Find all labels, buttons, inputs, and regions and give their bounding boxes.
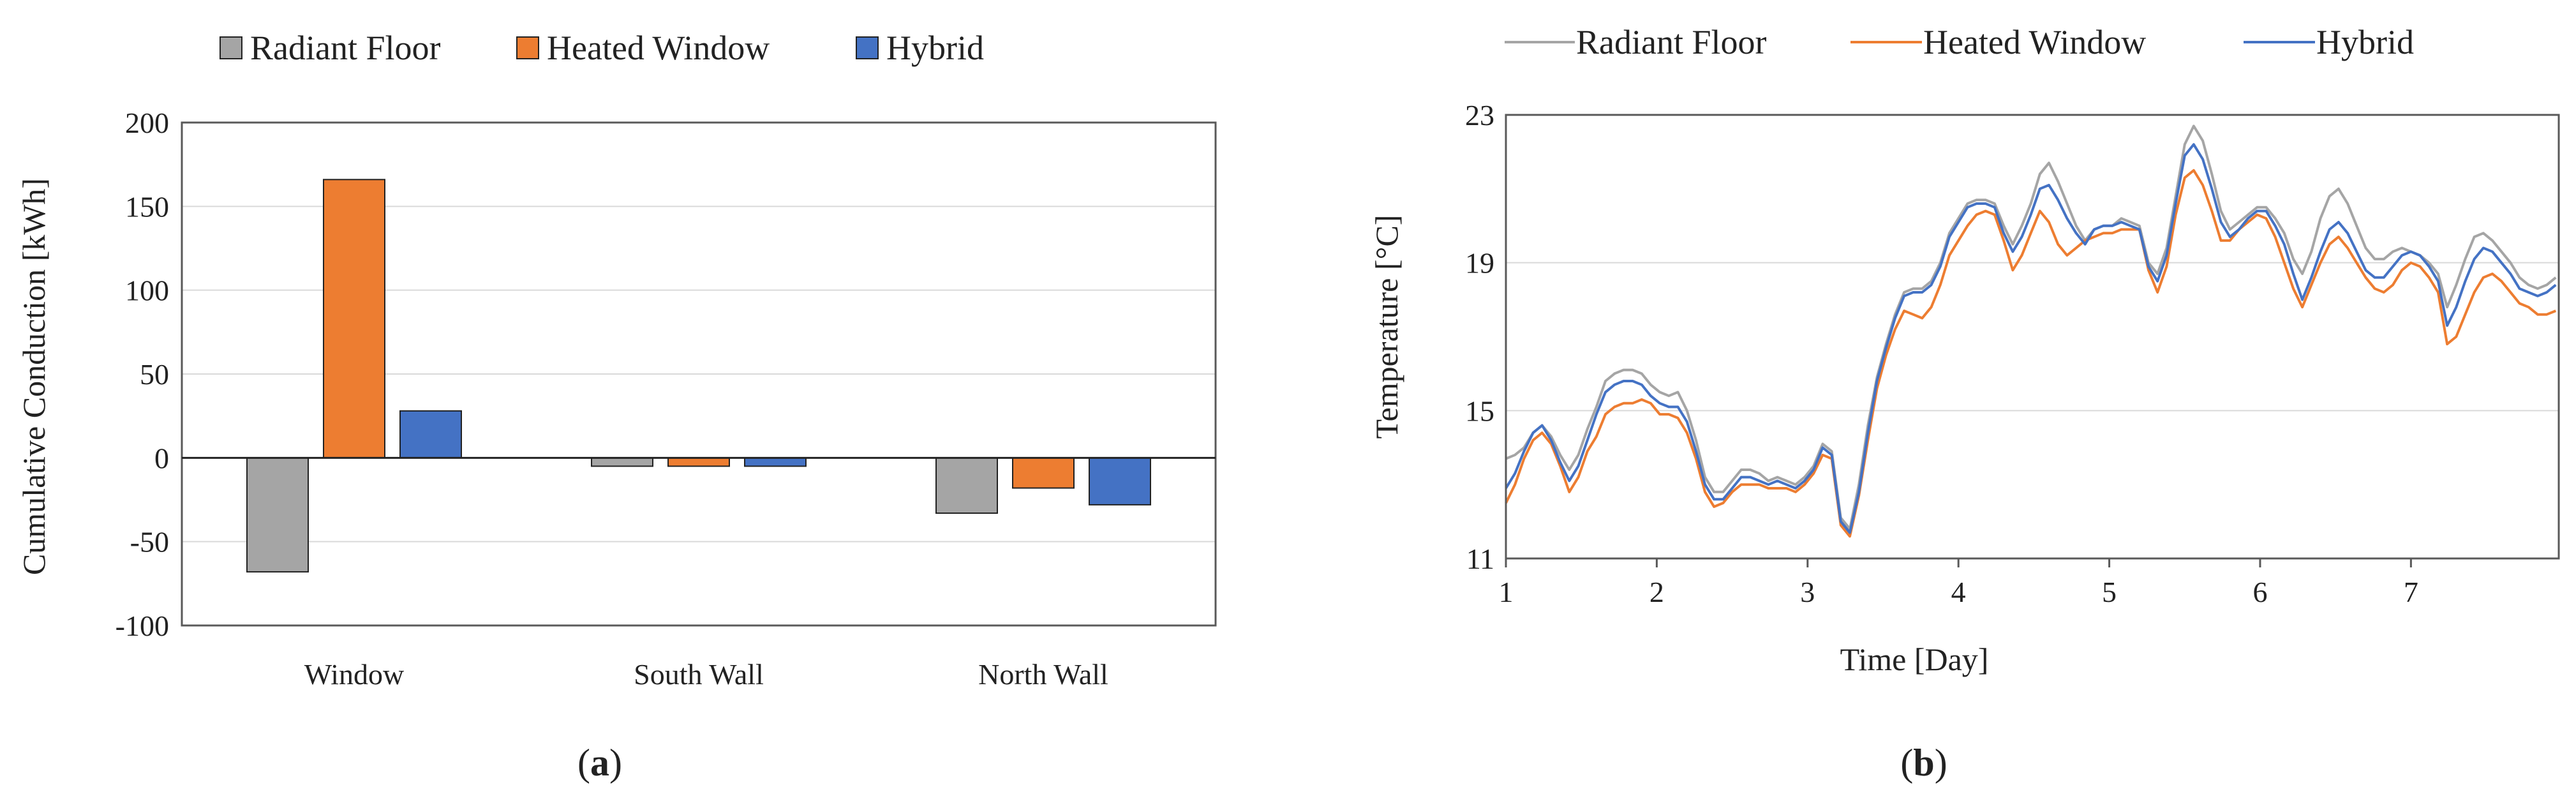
y-tick-label: 50	[140, 358, 169, 391]
bar-radiant-floor	[246, 457, 309, 573]
panel-label-b: (b)	[1900, 742, 1947, 784]
bar-chart-x-tick-labels: Window South Wall North Wall	[304, 658, 1108, 691]
x-tick-label: 2	[1649, 576, 1664, 608]
plot-area-border	[181, 121, 1217, 627]
y-tick-label: 0	[154, 442, 169, 474]
series-line-radiant-floor	[1505, 124, 2557, 530]
bar-hybrid	[399, 410, 462, 459]
bar-radiant-floor	[935, 457, 998, 514]
bar-radiant-floor	[591, 457, 653, 467]
bar-chart-bars	[246, 179, 1151, 573]
x-tick-label: Window	[304, 658, 405, 691]
legend-item-hybrid: Hybrid	[856, 29, 984, 67]
bar-chart-legend: Radiant Floor Heated Window Hybrid	[220, 29, 984, 67]
y-tick-label: 19	[1465, 247, 1494, 280]
bar-chart-y-axis-title: Cumulative Conduction [kWh]	[16, 178, 52, 575]
series-line-heated-window	[1505, 168, 2557, 538]
line-chart-series	[1505, 124, 2557, 538]
y-tick-label: 200	[125, 107, 169, 139]
bar-heated-window	[1012, 457, 1075, 489]
x-tick-label: 6	[2252, 576, 2267, 608]
x-tick-label: 4	[1951, 576, 1966, 608]
legend-item-radiant-floor: Radiant Floor	[220, 29, 440, 67]
legend-item-radiant-floor: Radiant Floor	[1505, 23, 1766, 61]
bar-heated-window	[323, 179, 385, 459]
y-tick-label: 23	[1465, 99, 1494, 131]
line-chart-axes	[1505, 114, 2560, 567]
legend-swatch-heated-window	[516, 36, 539, 59]
bar-hybrid	[744, 457, 807, 467]
legend-label-hybrid: Hybrid	[886, 29, 984, 67]
series-line-hybrid	[1505, 143, 2557, 534]
line-chart-x-tick-labels: 1 2 3 4 5 6 7	[1499, 576, 2418, 608]
y-tick-label: 150	[125, 190, 169, 223]
x-tick-label: North Wall	[978, 658, 1108, 691]
line-chart-y-tick-labels: 11 15 19 23	[1465, 99, 1494, 575]
y-tick-label: 11	[1466, 543, 1494, 575]
line-chart-y-axis-title: Temperature [°C]	[1369, 214, 1404, 438]
x-tick-label: 1	[1499, 576, 1514, 608]
plot-area-border	[1505, 114, 2560, 560]
bar-chart-axes	[181, 121, 1217, 627]
legend-label-radiant-floor: Radiant Floor	[250, 29, 440, 67]
bar-chart-y-tick-labels: -100 -50 0 50 100 150 200	[115, 107, 169, 642]
y-tick-label: -100	[115, 610, 169, 642]
bar-chart-panel: Radiant Floor Heated Window Hybrid -100-…	[16, 29, 1217, 784]
line-chart-panel: Radiant Floor Heated Window Hybrid 11151…	[1369, 23, 2560, 784]
legend-item-heated-window: Heated Window	[1850, 23, 2146, 61]
x-tick-label: 7	[2404, 576, 2418, 608]
legend-swatch-hybrid	[856, 36, 879, 59]
legend-label-heated-window: Heated Window	[547, 29, 770, 67]
legend-item-hybrid: Hybrid	[2244, 23, 2414, 61]
bar-heated-window	[667, 457, 730, 467]
y-tick-label: 15	[1465, 394, 1494, 427]
x-tick-label: 3	[1800, 576, 1815, 608]
legend-label-radiant-floor: Radiant Floor	[1576, 23, 1766, 61]
legend-item-heated-window: Heated Window	[516, 29, 770, 67]
legend-label-hybrid: Hybrid	[2316, 23, 2414, 61]
x-tick-label: 5	[2102, 576, 2117, 608]
x-tick-label: South Wall	[634, 658, 764, 691]
y-tick-label: 100	[125, 274, 169, 307]
legend-label-heated-window: Heated Window	[1923, 23, 2146, 61]
bar-hybrid	[1089, 457, 1151, 505]
line-chart-gridlines	[1506, 262, 2559, 412]
legend-swatch-radiant-floor	[220, 36, 242, 59]
line-chart-x-axis-title: Time [Day]	[1840, 641, 1989, 677]
line-chart-legend: Radiant Floor Heated Window Hybrid	[1505, 23, 2414, 61]
panel-label-a: (a)	[577, 742, 622, 784]
y-tick-label: -50	[130, 526, 169, 558]
